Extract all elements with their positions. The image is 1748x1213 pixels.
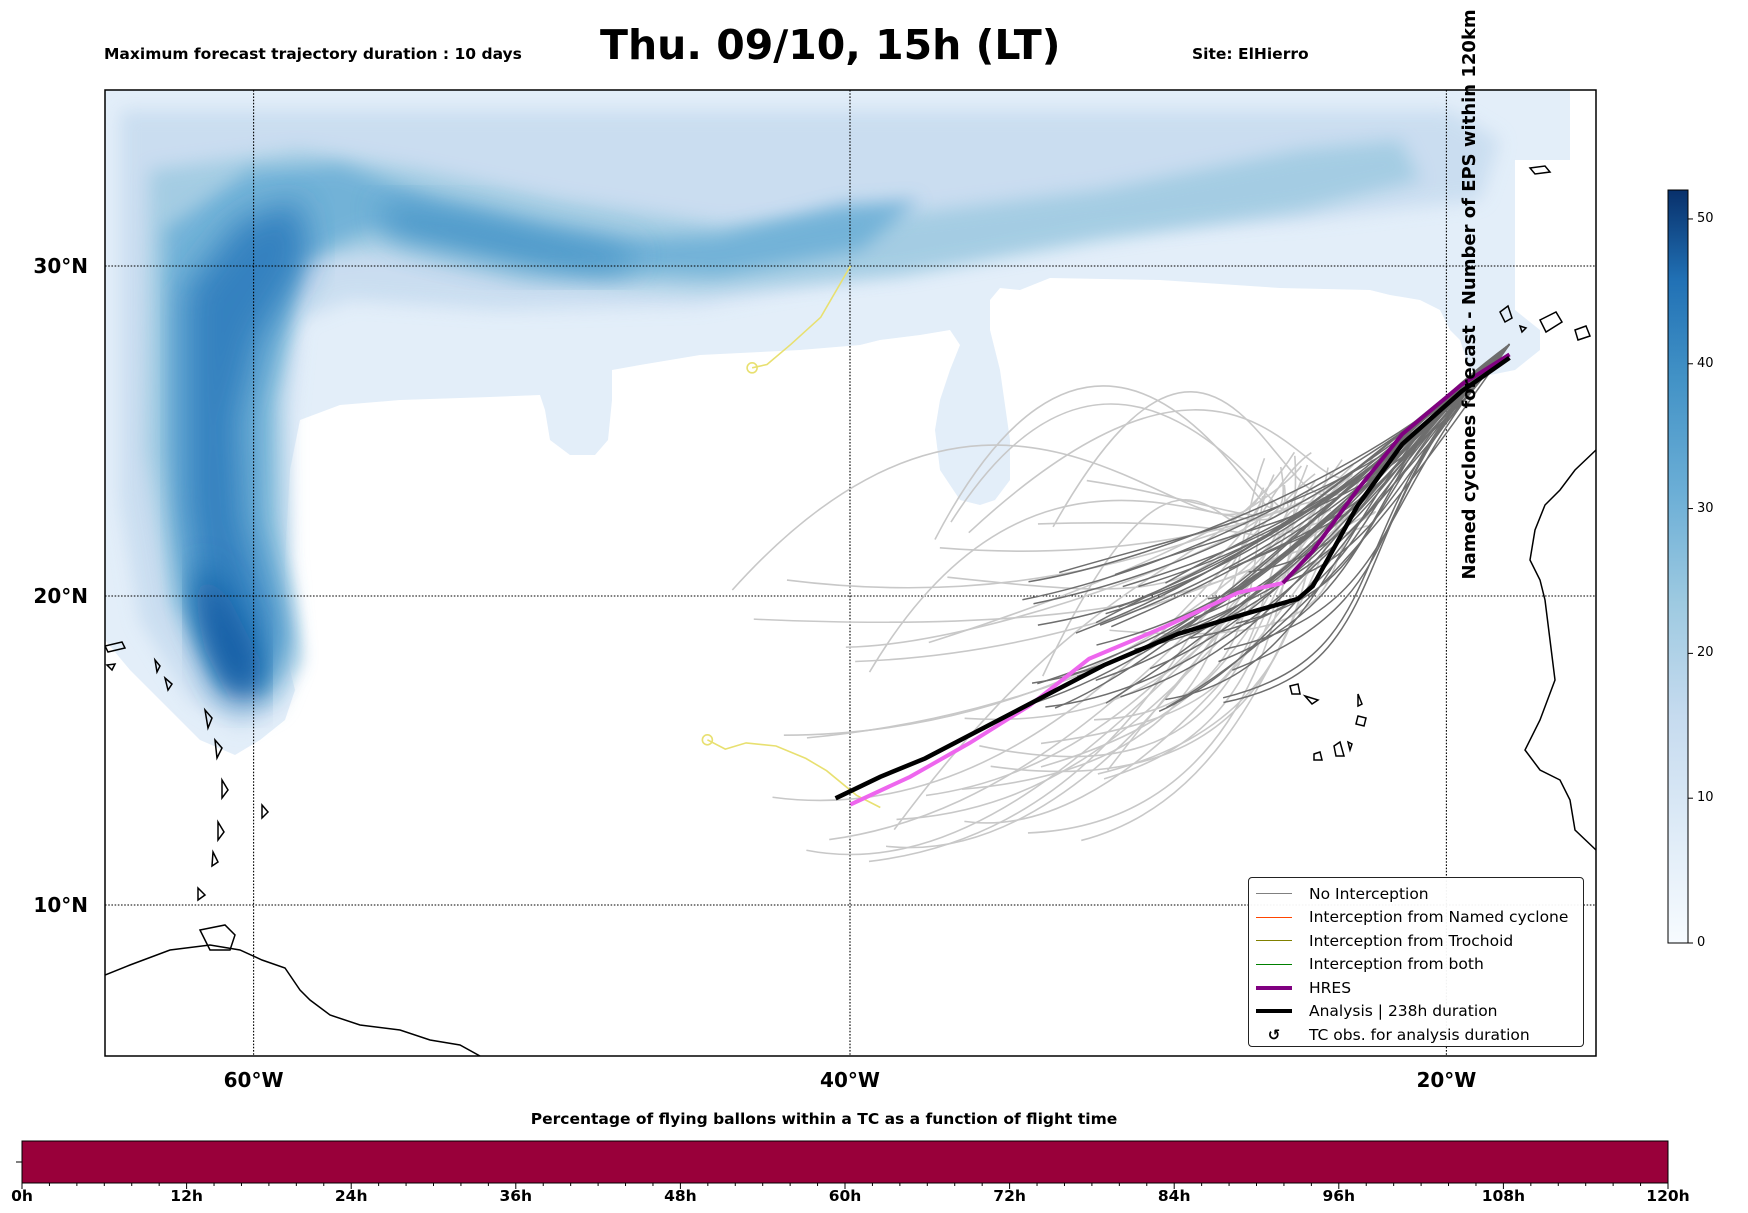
lon-tick-labels: 60°W 40°W 20°W — [224, 1068, 1477, 1092]
eps-trajectory — [1041, 495, 1264, 677]
flight-bar-ticks — [21, 1183, 1669, 1189]
coastlines — [105, 165, 1596, 1056]
coastline-cape-verde — [1289, 683, 1367, 761]
density-peak-caribbean — [195, 560, 260, 700]
legend-label: TC obs. for analysis duration — [1309, 1025, 1530, 1044]
eps-trajectory — [1158, 343, 1511, 713]
density-core-west — [185, 200, 310, 690]
colorbar-tick-label: 10 — [1697, 790, 1714, 806]
legend-swatch — [1256, 985, 1292, 990]
colorbar-tick-label: 50 — [1697, 210, 1714, 226]
eps-trajectory — [1223, 343, 1511, 704]
flight-bar-tick-label: 0h — [11, 1187, 33, 1205]
eps-trajectory — [1120, 343, 1511, 698]
map-frame — [104, 89, 1597, 1057]
lat-label-10N: 10°N — [33, 893, 88, 917]
lat-tick-labels: 30°N 20°N 10°N — [33, 254, 88, 917]
flight-bar-title-text: Percentage of flying ballons within a TC… — [530, 1110, 1118, 1128]
coastline-madeira — [1528, 165, 1552, 175]
map-plot-area — [105, 90, 1596, 1056]
flight-bar-title: Percentage of flying ballons within a TC… — [0, 1110, 1748, 1128]
coastline-south-america — [105, 944, 481, 1056]
eps-trajectory — [1223, 343, 1511, 651]
colorbar-title: Named cyclones forecast - Number of EPS … — [1458, 9, 1480, 580]
flight-bar-tick-label: 84h — [1157, 1187, 1191, 1205]
map-title: Thu. 09/10, 15h (LT) — [600, 21, 1061, 69]
colorbar-tick-label: 40 — [1697, 355, 1714, 371]
flight-bar-tick-label: 96h — [1322, 1187, 1356, 1205]
lat-label-30N: 30°N — [33, 254, 88, 278]
info-max-duration: Maximum forecast trajectory duration : 1… — [104, 45, 522, 63]
eps-trajectory — [934, 385, 1273, 540]
flight-bar-tick-label: 24h — [334, 1187, 368, 1205]
colorbar-tick-label: 0 — [1697, 935, 1706, 950]
legend-label: Analysis | 238h duration — [1309, 1002, 1498, 1021]
tc-obs-loop — [701, 734, 714, 746]
eps-trajectory — [1086, 466, 1285, 517]
coastline-lesser-antilles — [197, 707, 229, 902]
legend-item-analysis: Analysis | 238h duration — [1249, 1000, 1583, 1024]
colorbar-ticks — [1688, 218, 1693, 944]
eps-trajectory — [868, 451, 1312, 863]
colorbar-tick-label: 30 — [1697, 500, 1714, 516]
eps-trajectory — [731, 444, 1265, 591]
info-site: Site: ElHierro — [1192, 45, 1309, 63]
analysis-trajectory — [834, 355, 1511, 801]
legend-item-tc-obs: ↺ TC obs. for analysis duration — [1249, 1023, 1583, 1047]
eps-trajectory — [1186, 343, 1511, 629]
lon-label-40W: 40°W — [820, 1068, 880, 1092]
eps-trajectory — [893, 451, 1296, 831]
eps-trajectory — [1166, 343, 1511, 709]
eps-trajectory — [1045, 343, 1511, 708]
flight-bar-tick-label: 12h — [170, 1187, 203, 1205]
legend-item-trochoid: Interception from Trochoid — [1249, 929, 1583, 953]
tc-density-field — [105, 90, 1570, 755]
flight-bar-tick-label: 108h — [1481, 1187, 1526, 1205]
eps-trajectory — [845, 500, 1274, 649]
legend-swatch — [1256, 916, 1292, 918]
legend-item-both: Interception from both — [1249, 953, 1583, 977]
flight-bar-tick-label: 60h — [828, 1187, 862, 1205]
eps-trajectory — [1114, 343, 1511, 576]
legend-label: No Interception — [1309, 884, 1429, 903]
colorbar-gradient — [1667, 189, 1689, 944]
colorbar-tick-label: 20 — [1697, 645, 1714, 661]
legend-swatch — [1256, 893, 1292, 895]
hres-trajectory — [1281, 352, 1511, 585]
flight-bar-tick-label: 48h — [664, 1187, 697, 1205]
eps-trajectory — [1027, 455, 1297, 834]
coastline-trinidad — [198, 924, 236, 951]
lon-label-60W: 60°W — [224, 1068, 284, 1092]
legend-item-named-cyclone: Interception from Named cyclone — [1249, 906, 1583, 930]
flight-bar-fill — [21, 1140, 1669, 1184]
legend-item-hres: HRES — [1249, 976, 1583, 1000]
legend-swatch — [1256, 1009, 1292, 1014]
legend-swatch — [1256, 940, 1292, 942]
eps-trajectory — [806, 510, 1358, 856]
lon-label-20W: 20°W — [1416, 1068, 1476, 1092]
flight-bar-tick-label: 36h — [499, 1187, 533, 1205]
legend-label: Interception from Named cyclone — [1309, 908, 1569, 927]
legend-label: Interception from both — [1309, 955, 1484, 974]
legend-item-no-interception: No Interception — [1249, 882, 1583, 906]
legend-label: Interception from Trochoid — [1309, 931, 1514, 950]
lat-label-20N: 20°N — [33, 584, 88, 608]
flight-bar-tick-label: 120h — [1646, 1187, 1690, 1205]
coastline-africa — [1524, 449, 1596, 851]
tc-obs-loop — [746, 362, 758, 374]
coastline-puerto-rico-islands — [105, 641, 270, 820]
legend-swatch — [1256, 963, 1292, 965]
legend: No Interception Interception from Named … — [1248, 877, 1584, 1047]
eps-trajectory — [1081, 454, 1376, 842]
legend-label: HRES — [1309, 978, 1352, 997]
colorbar — [1667, 189, 1693, 944]
tc-obs-track — [751, 265, 852, 369]
coastline-canary-islands — [1499, 304, 1591, 341]
flight-time-bar — [16, 1140, 1669, 1189]
flight-bar-tick-label: 72h — [993, 1187, 1026, 1205]
density-core-central — [380, 200, 640, 275]
hres-trajectory-light — [849, 581, 1284, 807]
cyclone-symbol-icon: ↺ — [1267, 1025, 1281, 1044]
